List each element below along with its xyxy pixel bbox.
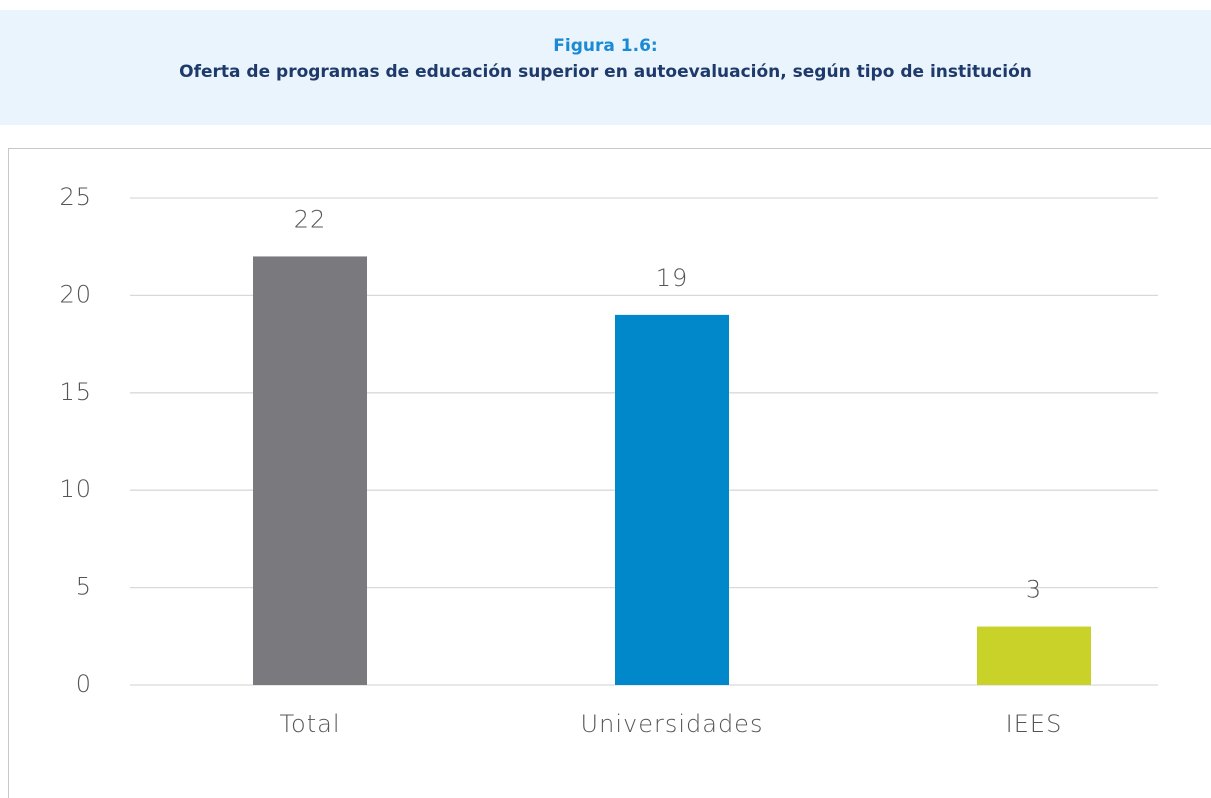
x-tick-label: Total: [279, 710, 340, 738]
chart-frame: [8, 148, 1211, 798]
y-tick-label: 5: [76, 573, 92, 601]
bar: [253, 256, 367, 685]
bar: [615, 314, 729, 685]
figure-title: Oferta de programas de educación superio…: [179, 62, 1032, 82]
y-tick-label: 0: [76, 670, 92, 698]
y-tick-label: 25: [59, 183, 92, 211]
data-label: 22: [294, 205, 327, 233]
data-label: 3: [1026, 576, 1042, 604]
bar: [977, 626, 1091, 685]
figure-header: Figura 1.6: Oferta de programas de educa…: [0, 10, 1211, 125]
data-label: 19: [656, 264, 689, 292]
figure-label: Figura 1.6:: [553, 36, 658, 56]
y-tick-label: 15: [59, 378, 92, 406]
y-tick-label: 10: [59, 475, 92, 503]
x-tick-label: IEES: [1006, 710, 1063, 738]
y-tick-label: 20: [59, 280, 92, 308]
x-tick-label: Universidades: [581, 710, 764, 738]
